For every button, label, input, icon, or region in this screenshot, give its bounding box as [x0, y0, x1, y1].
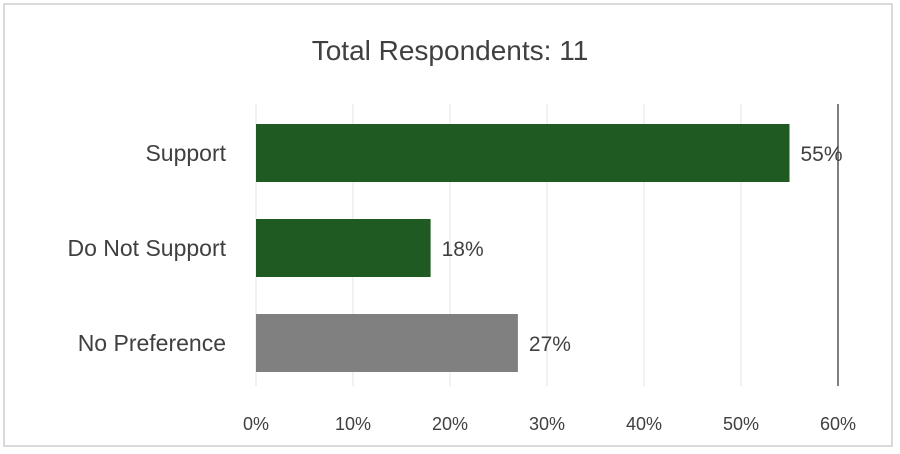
category-label: Support — [145, 140, 226, 166]
x-tick-label: 0% — [243, 414, 269, 434]
bar-no-preference — [256, 314, 518, 372]
category-labels: Support Do Not Support No Preference — [67, 140, 226, 356]
x-tick-label: 50% — [723, 414, 759, 434]
chart-title: Total Respondents: 11 — [312, 35, 589, 66]
x-tick-label: 30% — [529, 414, 565, 434]
x-axis-tick-labels: 0% 10% 20% 30% 40% 50% 60% — [243, 414, 856, 434]
category-label: No Preference — [78, 330, 226, 356]
value-labels: 55% 18% 27% — [442, 143, 843, 356]
value-label: 27% — [529, 333, 571, 356]
x-tick-label: 20% — [432, 414, 468, 434]
bar-do-not-support — [256, 219, 431, 277]
x-tick-label: 40% — [626, 414, 662, 434]
category-label: Do Not Support — [67, 235, 226, 261]
chart-frame — [3, 3, 893, 447]
x-tick-label: 10% — [335, 414, 371, 434]
value-label: 18% — [442, 238, 484, 261]
value-label: 55% — [801, 143, 843, 166]
bar-support — [256, 124, 790, 182]
x-tick-label: 60% — [820, 414, 856, 434]
bars — [256, 124, 790, 372]
